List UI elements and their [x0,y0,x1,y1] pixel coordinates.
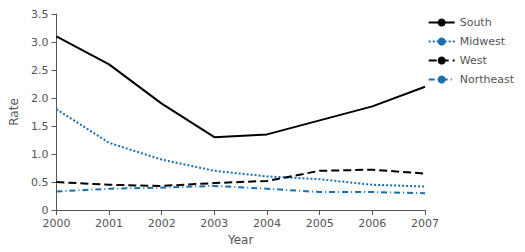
svg-text:South: South [460,16,492,29]
svg-text:2003: 2003 [200,217,228,230]
svg-text:2.0: 2.0 [31,92,49,105]
svg-text:Rate: Rate [7,98,21,126]
svg-text:1.0: 1.0 [31,148,49,161]
svg-text:2005: 2005 [306,217,334,230]
svg-text:West: West [460,54,488,67]
svg-text:3.5: 3.5 [31,8,49,21]
svg-text:2002: 2002 [148,217,176,230]
svg-text:2001: 2001 [95,217,123,230]
svg-text:Year: Year [227,233,253,247]
svg-text:Northeast: Northeast [460,73,515,86]
svg-text:3.0: 3.0 [31,36,49,49]
svg-text:2006: 2006 [358,217,386,230]
svg-text:0.5: 0.5 [31,176,49,189]
svg-text:2004: 2004 [253,217,281,230]
svg-text:2.5: 2.5 [31,64,49,77]
svg-text:2007: 2007 [411,217,439,230]
svg-text:Midwest: Midwest [460,35,506,48]
svg-text:0: 0 [41,204,48,217]
svg-text:1.5: 1.5 [31,120,49,133]
svg-text:2000: 2000 [42,217,70,230]
